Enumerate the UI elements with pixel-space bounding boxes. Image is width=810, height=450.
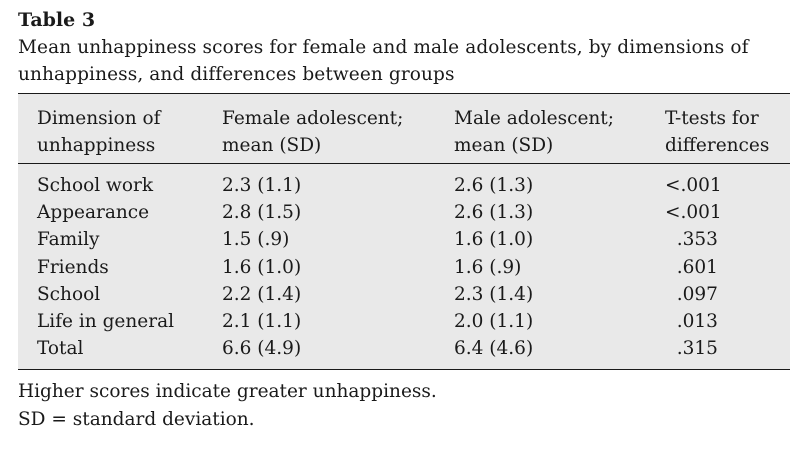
row-7-dimension: Total bbox=[37, 338, 84, 359]
header-dimension-line2: unhappiness bbox=[37, 135, 156, 156]
row-5-dimension: School bbox=[37, 284, 101, 305]
row-3-dimension: Family bbox=[37, 229, 100, 250]
row-5-female: 2.2 (1.4) bbox=[222, 284, 302, 305]
footnote-scores: Higher scores indicate greater unhappine… bbox=[18, 381, 437, 402]
row-5-ttest: .097 bbox=[665, 284, 718, 305]
row-6-female: 2.1 (1.1) bbox=[222, 311, 302, 332]
footnote-sd: SD = standard deviation. bbox=[18, 409, 255, 430]
header-dimension-line1: Dimension of bbox=[37, 108, 161, 129]
row-7-male: 6.4 (4.6) bbox=[454, 338, 534, 359]
row-2-male: 2.6 (1.3) bbox=[454, 202, 534, 223]
row-2-dimension: Appearance bbox=[37, 202, 150, 223]
header-male-line2: mean (SD) bbox=[454, 135, 554, 156]
header-male: Male adolescent; mean (SD) bbox=[454, 105, 614, 159]
row-2-female: 2.8 (1.5) bbox=[222, 202, 302, 223]
header-divider bbox=[18, 163, 790, 164]
row-6-dimension: Life in general bbox=[37, 311, 175, 332]
header-female-line2: mean (SD) bbox=[222, 135, 322, 156]
row-6-ttest: .013 bbox=[665, 311, 718, 332]
row-6-male: 2.0 (1.1) bbox=[454, 311, 534, 332]
row-3-female: 1.5 (.9) bbox=[222, 229, 290, 250]
header-ttest-line1: T-tests for bbox=[665, 108, 759, 129]
header-dimension: Dimension of unhappiness bbox=[37, 105, 160, 159]
header-ttest-line2: differences bbox=[665, 135, 770, 156]
header-female-line1: Female adolescent; bbox=[222, 108, 404, 129]
row-2-ttest: <.001 bbox=[665, 202, 722, 223]
row-7-ttest: .315 bbox=[665, 338, 718, 359]
row-1-dimension: School work bbox=[37, 175, 154, 196]
row-1-female: 2.3 (1.1) bbox=[222, 175, 302, 196]
row-5-male: 2.3 (1.4) bbox=[454, 284, 534, 305]
row-4-dimension: Friends bbox=[37, 257, 109, 278]
table-caption: Mean unhappiness scores for female and m… bbox=[18, 37, 749, 85]
row-4-female: 1.6 (1.0) bbox=[222, 257, 302, 278]
header-male-line1: Male adolescent; bbox=[454, 108, 614, 129]
row-4-male: 1.6 (.9) bbox=[454, 257, 522, 278]
row-3-male: 1.6 (1.0) bbox=[454, 229, 534, 250]
row-1-ttest: <.001 bbox=[665, 175, 722, 196]
table-label: Table 3 bbox=[18, 9, 96, 31]
data-table: Dimension of unhappiness Female adolesce… bbox=[18, 93, 790, 370]
row-1-male: 2.6 (1.3) bbox=[454, 175, 534, 196]
row-3-ttest: .353 bbox=[665, 229, 718, 250]
row-4-ttest: .601 bbox=[665, 257, 718, 278]
row-7-female: 6.6 (4.9) bbox=[222, 338, 302, 359]
header-ttest: T-tests for differences bbox=[665, 105, 769, 159]
header-female: Female adolescent; mean (SD) bbox=[222, 105, 403, 159]
